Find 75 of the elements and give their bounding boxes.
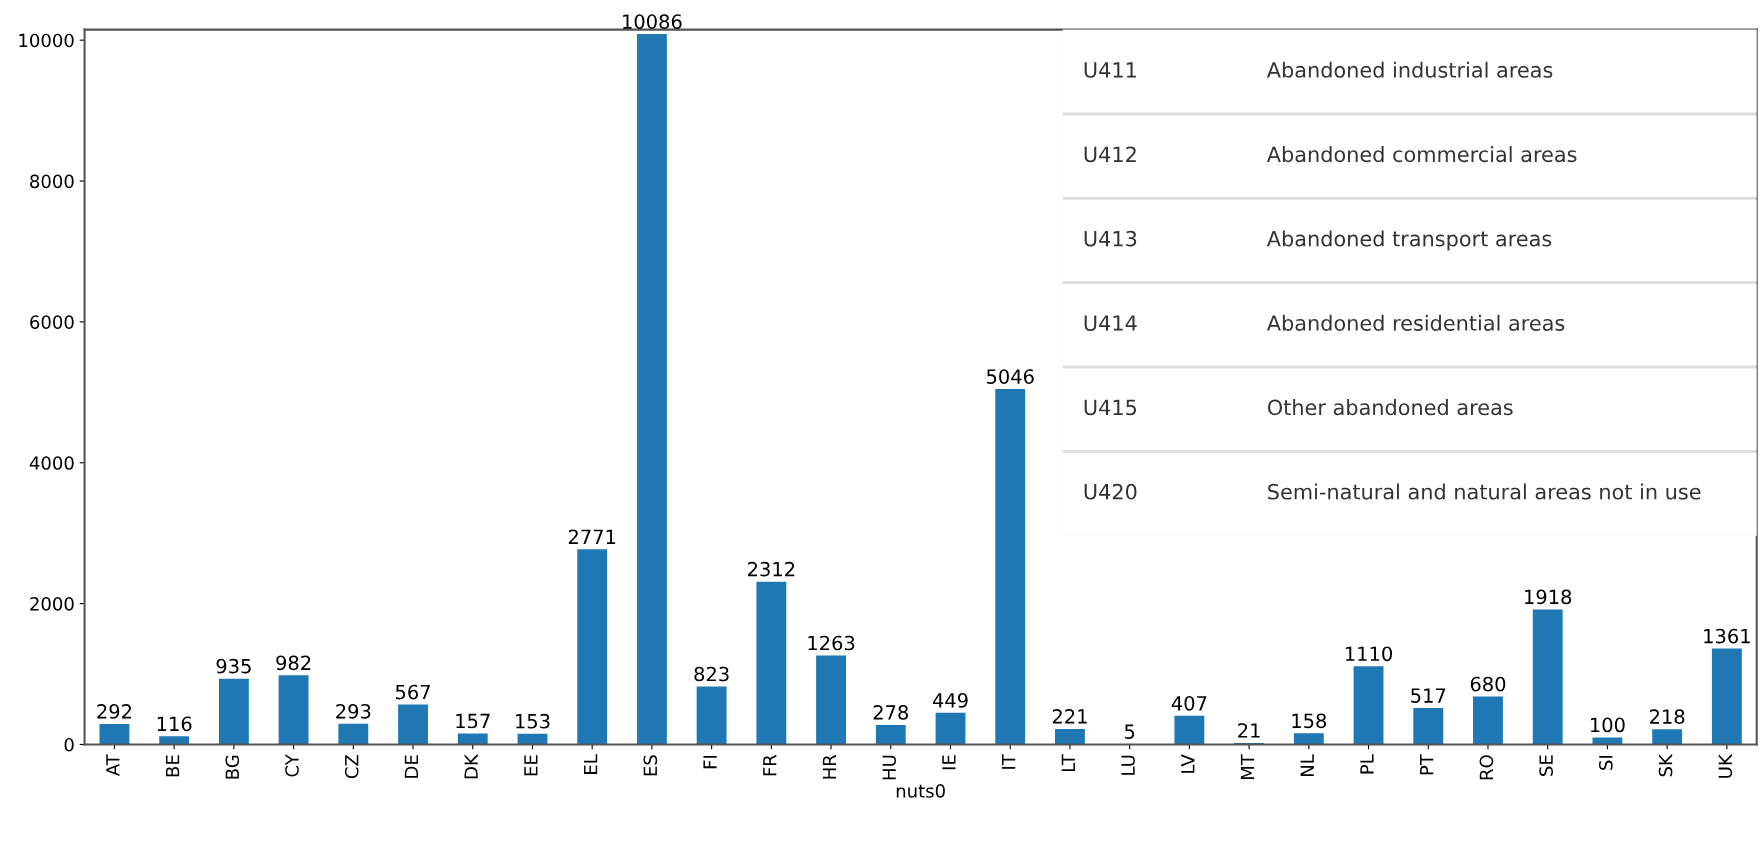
x-tick-label: IE — [942, 755, 956, 770]
y-tick-label: 2000 — [30, 597, 74, 611]
annotation: Other abandoned areas — [1267, 399, 1513, 416]
annotation: Abandoned transport areas — [1266, 230, 1552, 251]
x-tick-label: AT — [106, 754, 120, 777]
y-tick-label: 6000 — [30, 315, 74, 330]
x-tick-label: BE — [165, 755, 180, 777]
data-label: 823 — [694, 666, 729, 682]
data-label: 1361 — [1704, 628, 1750, 644]
x-axis-title: nuts0 — [896, 784, 945, 798]
data-label: 407 — [1171, 695, 1207, 711]
x-tick-label: SK — [1658, 753, 1673, 777]
data-label: 221 — [1052, 709, 1087, 724]
data-label: 100 — [1590, 717, 1625, 733]
data-label: 2771 — [568, 529, 616, 544]
x-tick-label: SI — [1599, 755, 1613, 770]
x-tick-label: BG — [225, 755, 240, 779]
x-tick-label: IT — [1002, 754, 1016, 769]
x-tick-label: FI — [703, 755, 717, 769]
x-tick-label: ES — [643, 755, 658, 776]
annotation: Abandoned industrial areas — [1266, 61, 1553, 78]
data-label: 1918 — [1525, 589, 1572, 605]
data-label: 2312 — [748, 561, 795, 577]
data-label: 5 — [1124, 724, 1135, 739]
data-label: 157 — [456, 713, 490, 729]
data-label: 517 — [1411, 688, 1446, 703]
x-tick-label: LU — [1121, 755, 1135, 775]
data-label: 158 — [1292, 713, 1327, 729]
x-tick-label: LV — [1181, 754, 1195, 773]
x-tick-label: FR — [763, 754, 777, 776]
data-label: 1110 — [1345, 646, 1392, 662]
x-tick-label: EE — [524, 755, 538, 776]
data-label: 5046 — [986, 369, 1034, 384]
annotation: U413 — [1084, 230, 1137, 247]
data-label: 292 — [97, 704, 132, 719]
data-label: 935 — [216, 658, 251, 674]
annotation: U415 — [1084, 399, 1137, 416]
y-tick-label: 8000 — [30, 174, 74, 189]
data-label: 1263 — [808, 635, 855, 651]
x-tick-label: NL — [1300, 754, 1314, 776]
x-tick-label: HU — [882, 755, 897, 780]
annotation: U420 — [1084, 483, 1137, 500]
x-tick-label: MT — [1240, 754, 1255, 780]
x-tick-label: PT — [1420, 754, 1434, 775]
data-label: 567 — [395, 684, 430, 700]
data-label: 153 — [516, 713, 550, 729]
x-tick-label: DE — [404, 755, 419, 778]
x-tick-label: CZ — [344, 755, 359, 779]
x-tick-label: EL — [584, 754, 598, 774]
x-tick-label: DK — [464, 753, 478, 779]
annotation: U412 — [1084, 146, 1136, 163]
y-tick-label: 0 — [64, 737, 74, 752]
annotation: U414 — [1084, 315, 1137, 331]
data-label: 21 — [1238, 723, 1260, 738]
data-label: 449 — [932, 692, 968, 708]
x-tick-label: RO — [1479, 755, 1494, 780]
x-tick-label: HR — [822, 754, 837, 779]
annotation: Abandoned commercial areas — [1266, 146, 1577, 163]
x-tick-label: LT — [1061, 754, 1075, 772]
data-label: 680 — [1470, 676, 1506, 692]
x-tick-label: UK — [1718, 753, 1733, 778]
annotation: Abandoned residential areas — [1266, 314, 1565, 331]
data-label: 10086 — [623, 14, 682, 29]
data-label: 278 — [873, 705, 909, 720]
data-label: 116 — [157, 716, 192, 732]
annotation: U411 — [1084, 62, 1136, 78]
data-label: 218 — [1650, 709, 1685, 724]
y-tick-label: 4000 — [29, 456, 74, 470]
annotation: Semi-natural and natural areas not in use — [1268, 483, 1701, 500]
x-tick-label: PL — [1360, 754, 1374, 774]
data-label: 293 — [336, 703, 371, 719]
data-label: 982 — [276, 655, 311, 671]
y-tick-label: 10000 — [19, 33, 74, 48]
x-tick-label: SE — [1539, 755, 1553, 776]
x-tick-label: CY — [285, 754, 299, 777]
